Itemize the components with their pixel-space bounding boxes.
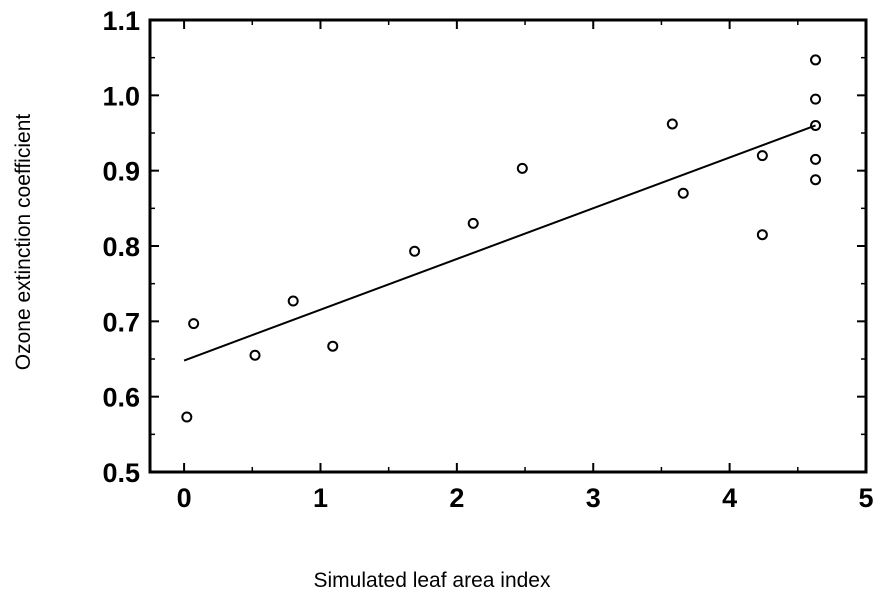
y-tick-label: 0.8 xyxy=(102,232,140,262)
data-point xyxy=(287,295,299,307)
data-point xyxy=(188,318,200,330)
data-point xyxy=(249,349,261,361)
axis-ticks xyxy=(150,19,867,473)
x-tick-label: 0 xyxy=(177,483,192,513)
x-tick-label: 5 xyxy=(858,483,873,513)
data-point xyxy=(810,119,822,131)
x-tick-label: 3 xyxy=(586,483,601,513)
data-point xyxy=(327,340,339,352)
data-points xyxy=(181,54,822,423)
plot-frame xyxy=(148,18,868,474)
y-tick-label: 0.7 xyxy=(102,307,140,337)
tick-labels: 0 1 2 3 4 5 0.5 0.6 0.7 0.8 0.9 1.0 1.1 xyxy=(102,6,873,513)
y-axis-title: Ozone extinction coefficient xyxy=(12,114,35,371)
data-point xyxy=(409,245,421,257)
y-tick-label: 1.1 xyxy=(102,6,140,36)
y-tick-label: 1.0 xyxy=(102,81,140,111)
data-point xyxy=(810,174,822,186)
regression-line xyxy=(183,124,816,362)
data-point xyxy=(677,187,689,199)
data-point xyxy=(516,162,528,174)
data-point xyxy=(467,217,479,229)
y-tick-label: 0.5 xyxy=(102,458,140,488)
data-point xyxy=(810,93,822,105)
data-point xyxy=(756,150,768,162)
y-tick-label: 0.6 xyxy=(102,383,140,413)
data-point xyxy=(810,54,822,66)
data-point xyxy=(181,411,193,423)
x-tick-label: 1 xyxy=(313,483,328,513)
y-tick-label: 0.9 xyxy=(102,157,140,187)
data-point xyxy=(756,229,768,241)
data-point xyxy=(810,153,822,165)
x-tick-label: 2 xyxy=(449,483,464,513)
data-point xyxy=(666,118,678,130)
x-tick-label: 4 xyxy=(722,483,737,513)
x-axis-title: Simulated leaf area index xyxy=(314,569,551,592)
